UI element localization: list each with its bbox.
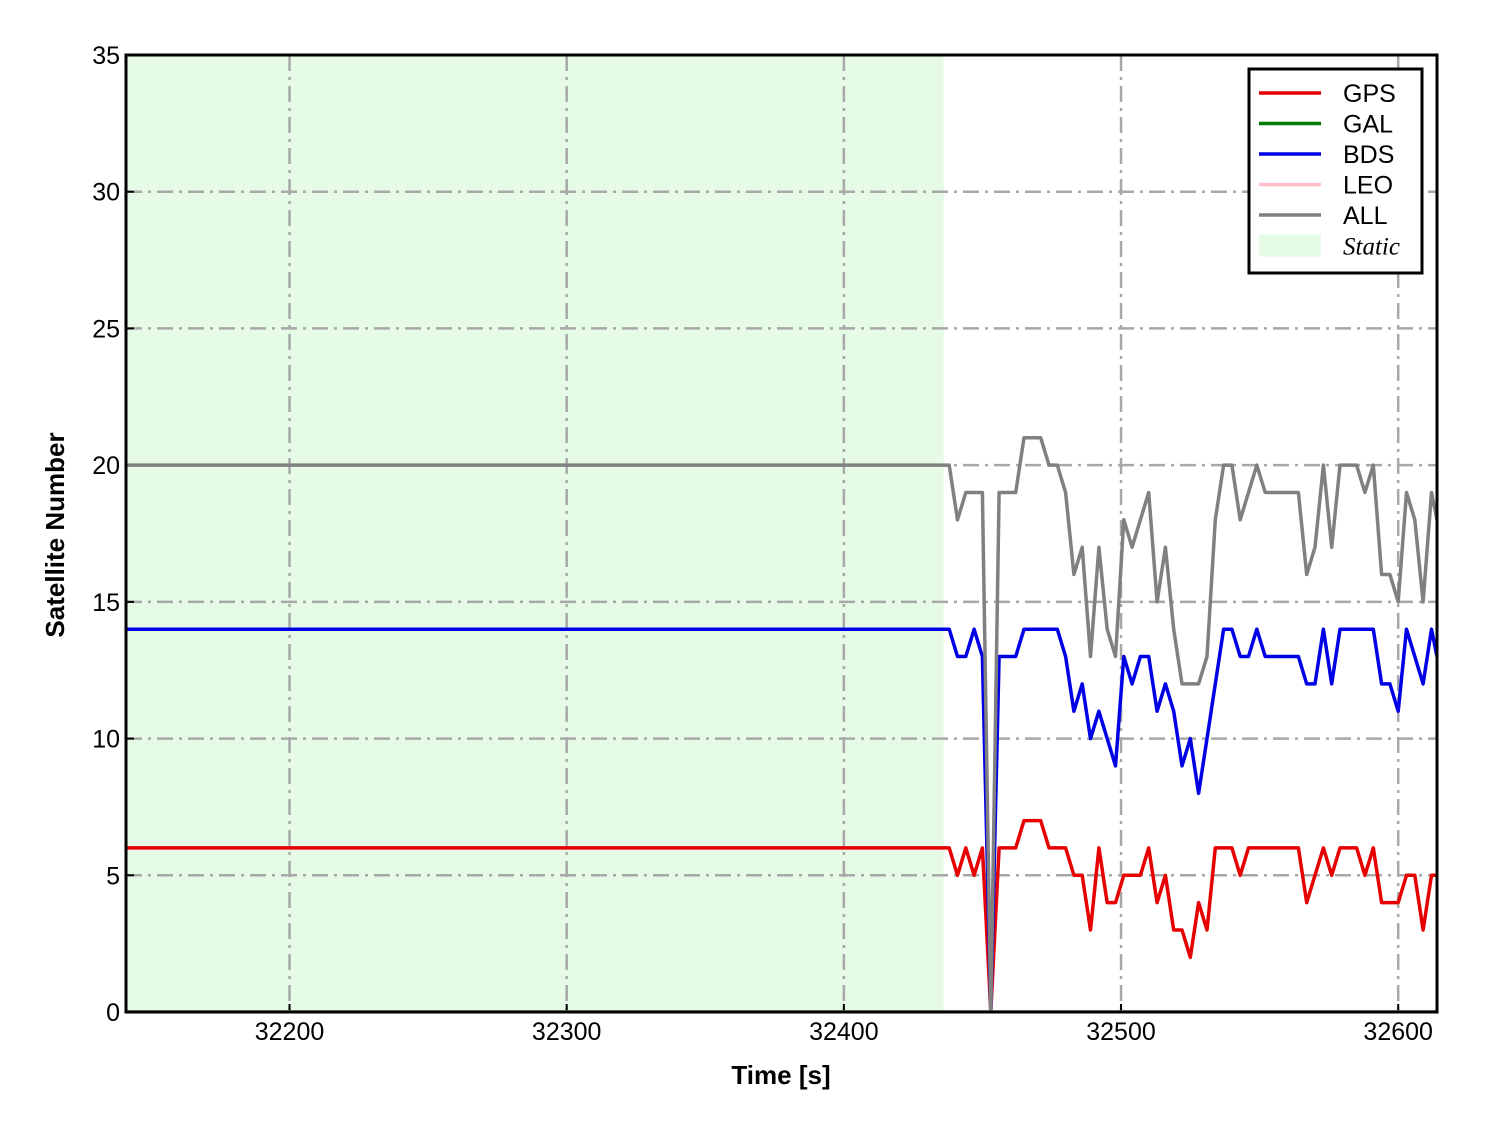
legend-label: LEO bbox=[1343, 172, 1393, 200]
x-tick-label: 32600 bbox=[1363, 1018, 1433, 1046]
y-tick-label: 25 bbox=[92, 315, 120, 343]
y-axis-label: Satellite Number bbox=[40, 432, 70, 637]
y-tick-label: 10 bbox=[92, 726, 120, 754]
plot-frame bbox=[124, 53, 1439, 1014]
legend-label: BDS bbox=[1343, 141, 1394, 169]
y-tick-label: 15 bbox=[92, 589, 120, 617]
x-tick-label: 32300 bbox=[532, 1018, 602, 1046]
x-axis-label: Time [s] bbox=[731, 1060, 830, 1090]
legend-label: ALL bbox=[1343, 202, 1388, 230]
legend-label: GPS bbox=[1343, 80, 1396, 108]
legend-label: GAL bbox=[1343, 111, 1393, 139]
y-tick-label: 35 bbox=[92, 42, 120, 70]
series-line bbox=[126, 436, 1437, 1012]
y-tick-label: 20 bbox=[92, 452, 120, 480]
y-tick-label: 0 bbox=[106, 999, 120, 1027]
legend-swatch bbox=[1259, 234, 1321, 257]
x-tick-label: 32500 bbox=[1086, 1018, 1156, 1046]
x-tick-label: 32200 bbox=[255, 1018, 325, 1046]
legend-label: Static bbox=[1343, 234, 1400, 261]
series-line bbox=[126, 818, 1437, 1012]
y-tick-label: 5 bbox=[106, 862, 120, 890]
static-span bbox=[126, 55, 944, 1012]
y-tick-label: 30 bbox=[92, 179, 120, 207]
x-tick-label: 32400 bbox=[809, 1018, 879, 1046]
series-line bbox=[126, 627, 1437, 1012]
